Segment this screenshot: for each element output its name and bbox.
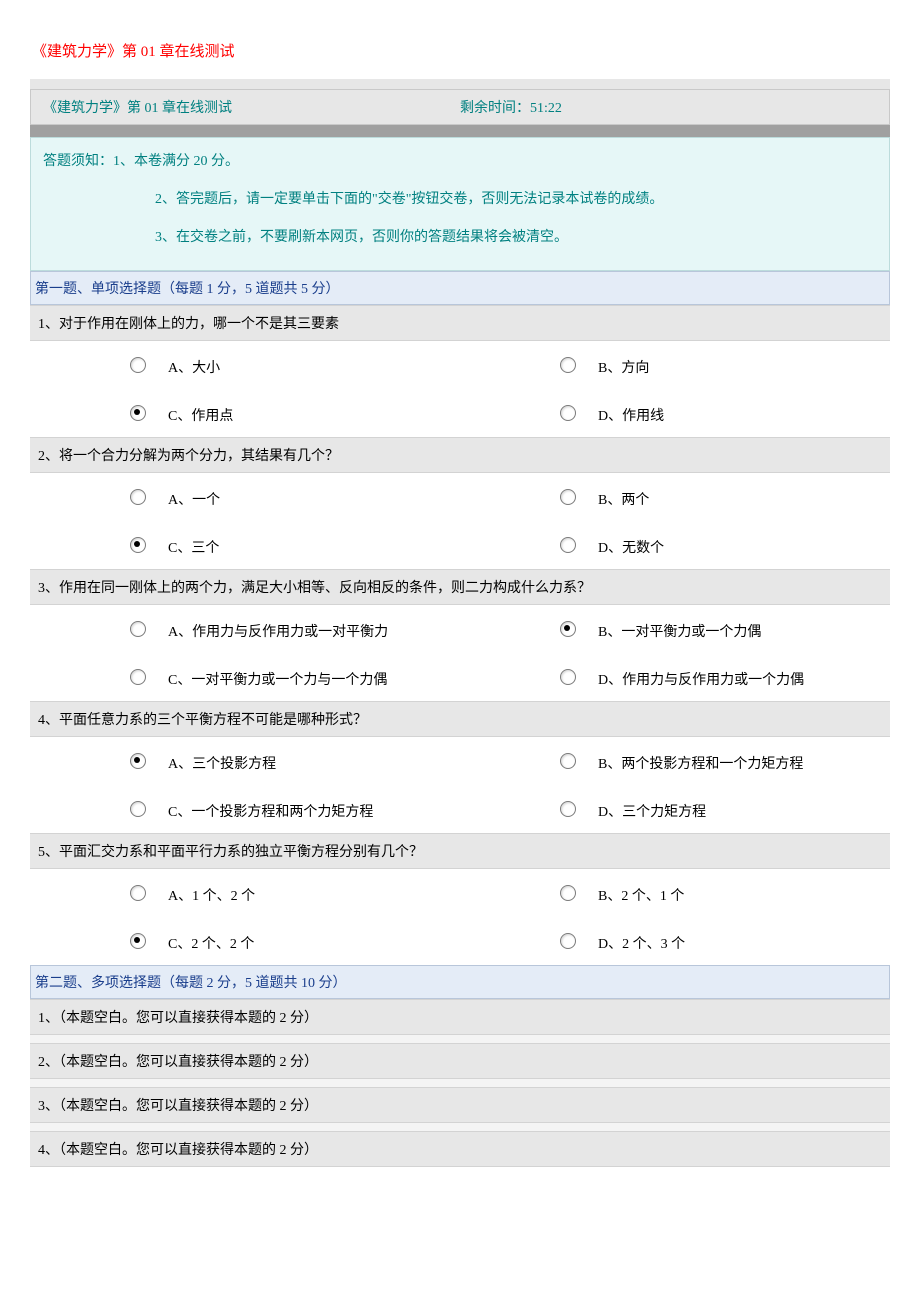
option-label: C、三个 bbox=[168, 534, 219, 557]
radio-icon[interactable] bbox=[130, 405, 146, 421]
radio-icon[interactable] bbox=[130, 357, 146, 373]
radio-icon[interactable] bbox=[560, 405, 576, 421]
q5-row-2: C、2 个、2 个 D、2 个、3 个 bbox=[30, 917, 890, 965]
q4-option-a[interactable]: A、三个投影方程 bbox=[30, 737, 460, 785]
q4-option-d[interactable]: D、三个力矩方程 bbox=[460, 785, 890, 833]
test-header-title: 《建筑力学》第 01 章在线测试 bbox=[43, 97, 460, 117]
section-2-header: 第二题、多项选择题（每题 2 分，5 道题共 10 分） bbox=[30, 965, 890, 999]
radio-icon[interactable] bbox=[130, 537, 146, 553]
spacer bbox=[30, 79, 890, 89]
q2-option-d[interactable]: D、无数个 bbox=[460, 521, 890, 569]
notice-line-1: 答题须知：1、本卷满分 20 分。 bbox=[43, 150, 877, 170]
option-label: C、一对平衡力或一个力与一个力偶 bbox=[168, 666, 387, 689]
radio-icon[interactable] bbox=[560, 933, 576, 949]
option-label: D、作用力与反作用力或一个力偶 bbox=[598, 666, 804, 689]
q3-row-2: C、一对平衡力或一个力与一个力偶 D、作用力与反作用力或一个力偶 bbox=[30, 653, 890, 701]
gap bbox=[30, 1035, 890, 1043]
q3-option-a[interactable]: A、作用力与反作用力或一对平衡力 bbox=[30, 605, 460, 653]
notice-line-3: 3、在交卷之前，不要刷新本网页，否则你的答题结果将会被清空。 bbox=[43, 226, 877, 246]
q1-row-2: C、作用点 D、作用线 bbox=[30, 389, 890, 437]
q3-option-c[interactable]: C、一对平衡力或一个力与一个力偶 bbox=[30, 653, 460, 701]
divider-band bbox=[30, 125, 890, 137]
option-label: C、一个投影方程和两个力矩方程 bbox=[168, 798, 373, 821]
option-label: D、无数个 bbox=[598, 534, 664, 557]
q4-option-b[interactable]: B、两个投影方程和一个力矩方程 bbox=[460, 737, 890, 785]
option-label: C、作用点 bbox=[168, 402, 233, 425]
option-label: A、作用力与反作用力或一对平衡力 bbox=[168, 618, 388, 641]
q1-text: 1、对于作用在刚体上的力，哪一个不是其三要素 bbox=[30, 305, 890, 341]
test-header: 《建筑力学》第 01 章在线测试 剩余时间：51:22 bbox=[30, 89, 890, 125]
q5-option-a[interactable]: A、1 个、2 个 bbox=[30, 869, 460, 917]
q2-option-c[interactable]: C、三个 bbox=[30, 521, 460, 569]
option-label: A、大小 bbox=[168, 354, 220, 377]
q2-row-1: A、一个 B、两个 bbox=[30, 473, 890, 521]
option-label: B、两个投影方程和一个力矩方程 bbox=[598, 750, 803, 773]
option-label: D、作用线 bbox=[598, 402, 664, 425]
option-label: B、方向 bbox=[598, 354, 649, 377]
q5-row-1: A、1 个、2 个 B、2 个、1 个 bbox=[30, 869, 890, 917]
q3-row-1: A、作用力与反作用力或一对平衡力 B、一对平衡力或一个力偶 bbox=[30, 605, 890, 653]
q4-text: 4、平面任意力系的三个平衡方程不可能是哪种形式？ bbox=[30, 701, 890, 737]
option-label: A、一个 bbox=[168, 486, 220, 509]
radio-icon[interactable] bbox=[560, 621, 576, 637]
option-label: B、一对平衡力或一个力偶 bbox=[598, 618, 761, 641]
radio-icon[interactable] bbox=[130, 489, 146, 505]
q2-text: 2、将一个合力分解为两个分力，其结果有几个？ bbox=[30, 437, 890, 473]
q4-row-1: A、三个投影方程 B、两个投影方程和一个力矩方程 bbox=[30, 737, 890, 785]
q2-option-b[interactable]: B、两个 bbox=[460, 473, 890, 521]
radio-icon[interactable] bbox=[130, 885, 146, 901]
q5-option-c[interactable]: C、2 个、2 个 bbox=[30, 917, 460, 965]
q1-row-1: A、大小 B、方向 bbox=[30, 341, 890, 389]
q4-row-2: C、一个投影方程和两个力矩方程 D、三个力矩方程 bbox=[30, 785, 890, 833]
option-label: D、2 个、3 个 bbox=[598, 930, 685, 953]
remaining-time: 剩余时间：51:22 bbox=[460, 97, 877, 117]
q3-option-d[interactable]: D、作用力与反作用力或一个力偶 bbox=[460, 653, 890, 701]
option-label: A、1 个、2 个 bbox=[168, 882, 255, 905]
q3-text: 3、作用在同一刚体上的两个力，满足大小相等、反向相反的条件，则二力构成什么力系？ bbox=[30, 569, 890, 605]
radio-icon[interactable] bbox=[560, 885, 576, 901]
radio-icon[interactable] bbox=[130, 753, 146, 769]
q1-option-c[interactable]: C、作用点 bbox=[30, 389, 460, 437]
radio-icon[interactable] bbox=[560, 537, 576, 553]
radio-icon[interactable] bbox=[560, 489, 576, 505]
q2-row-2: C、三个 D、无数个 bbox=[30, 521, 890, 569]
radio-icon[interactable] bbox=[560, 669, 576, 685]
radio-icon[interactable] bbox=[130, 933, 146, 949]
notice-box: 答题须知：1、本卷满分 20 分。 2、答完题后，请一定要单击下面的"交卷"按钮… bbox=[30, 137, 890, 271]
q3-option-b[interactable]: B、一对平衡力或一个力偶 bbox=[460, 605, 890, 653]
radio-icon[interactable] bbox=[560, 801, 576, 817]
q1-option-d[interactable]: D、作用线 bbox=[460, 389, 890, 437]
radio-icon[interactable] bbox=[560, 753, 576, 769]
radio-icon[interactable] bbox=[560, 357, 576, 373]
q5-text: 5、平面汇交力系和平面平行力系的独立平衡方程分别有几个？ bbox=[30, 833, 890, 869]
radio-icon[interactable] bbox=[130, 621, 146, 637]
s2-q1: 1、（本题空白。您可以直接获得本题的 2 分） bbox=[30, 999, 890, 1035]
q1-option-a[interactable]: A、大小 bbox=[30, 341, 460, 389]
option-label: B、两个 bbox=[598, 486, 649, 509]
gap bbox=[30, 1079, 890, 1087]
option-label: D、三个力矩方程 bbox=[598, 798, 706, 821]
q1-option-b[interactable]: B、方向 bbox=[460, 341, 890, 389]
option-label: A、三个投影方程 bbox=[168, 750, 276, 773]
option-label: C、2 个、2 个 bbox=[168, 930, 254, 953]
notice-line-2: 2、答完题后，请一定要单击下面的"交卷"按钮交卷，否则无法记录本试卷的成绩。 bbox=[43, 188, 877, 208]
gap bbox=[30, 1123, 890, 1131]
q2-option-a[interactable]: A、一个 bbox=[30, 473, 460, 521]
s2-q4: 4、（本题空白。您可以直接获得本题的 2 分） bbox=[30, 1131, 890, 1167]
q5-option-d[interactable]: D、2 个、3 个 bbox=[460, 917, 890, 965]
q5-option-b[interactable]: B、2 个、1 个 bbox=[460, 869, 890, 917]
s2-q2: 2、（本题空白。您可以直接获得本题的 2 分） bbox=[30, 1043, 890, 1079]
radio-icon[interactable] bbox=[130, 669, 146, 685]
q4-option-c[interactable]: C、一个投影方程和两个力矩方程 bbox=[30, 785, 460, 833]
s2-q3: 3、（本题空白。您可以直接获得本题的 2 分） bbox=[30, 1087, 890, 1123]
page-title: 《建筑力学》第 01 章在线测试 bbox=[30, 40, 890, 61]
radio-icon[interactable] bbox=[130, 801, 146, 817]
section-1-header: 第一题、单项选择题（每题 1 分，5 道题共 5 分） bbox=[30, 271, 890, 305]
option-label: B、2 个、1 个 bbox=[598, 882, 684, 905]
